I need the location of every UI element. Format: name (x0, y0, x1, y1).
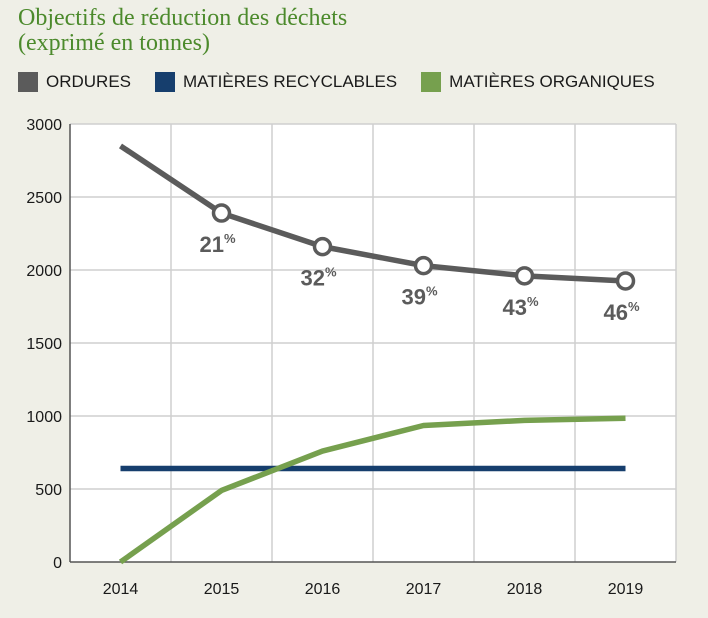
data-point-ordures (211, 203, 232, 223)
data-label: 21% (199, 231, 235, 257)
percent-sign: % (628, 299, 640, 314)
percent-sign: % (224, 231, 236, 246)
legend: ORDURES MATIÈRES RECYCLABLES MATIÈRES OR… (18, 72, 679, 92)
grid (70, 123, 677, 562)
y-tick-label: 500 (35, 482, 62, 499)
legend-item-recyclables: MATIÈRES RECYCLABLES (155, 72, 397, 92)
legend-label-recyclables: MATIÈRES RECYCLABLES (183, 72, 398, 91)
chart-title-line-1: Objectifs de réduction des déchets (18, 5, 348, 31)
data-point-ordures (615, 271, 636, 291)
series-line-ordures (118, 143, 626, 284)
x-tick-label: 2017 (406, 581, 442, 598)
series-lines (118, 143, 636, 565)
percent-sign: % (527, 294, 539, 309)
y-tick-label: 1500 (26, 336, 62, 353)
data-point-ordures (413, 255, 434, 276)
legend-label-ordures: ORDURES (46, 72, 132, 91)
legend-swatch-ordures (18, 72, 38, 92)
legend-swatch-recyclables (155, 72, 176, 92)
chart-title: Objectifs de réduction des déchets (expr… (18, 6, 347, 56)
x-tick-label: 2018 (507, 581, 543, 598)
data-point-ordures (514, 266, 535, 286)
percent-sign: % (426, 284, 438, 299)
y-tick-label: 3000 (26, 117, 62, 134)
axes: 0 500 1000 1500 2000 2500 3000 2014 2015 2016 2017… (26, 117, 676, 598)
x-tick-label: 2019 (608, 581, 644, 598)
y-tick-label: 2000 (26, 263, 62, 280)
legend-item-ordures: ORDURES (18, 72, 131, 92)
x-tick-label: 2015 (204, 581, 240, 598)
y-tick-label: 0 (53, 555, 62, 572)
x-tick-label: 2014 (103, 581, 139, 598)
percent-sign: % (325, 265, 337, 280)
data-point-ordures (312, 236, 333, 257)
legend-swatch-organiques (421, 72, 442, 92)
x-tick-label: 2016 (305, 581, 341, 598)
series-line-organiques (118, 415, 626, 565)
chart-title-line-2: (exprimé en tonnes) (18, 30, 210, 56)
y-tick-label: 2500 (26, 190, 62, 207)
y-tick-label: 1000 (26, 409, 62, 426)
legend-item-organiques: MATIÈRES ORGANIQUES (421, 72, 655, 92)
legend-label-organiques: MATIÈRES ORGANIQUES (449, 72, 655, 91)
